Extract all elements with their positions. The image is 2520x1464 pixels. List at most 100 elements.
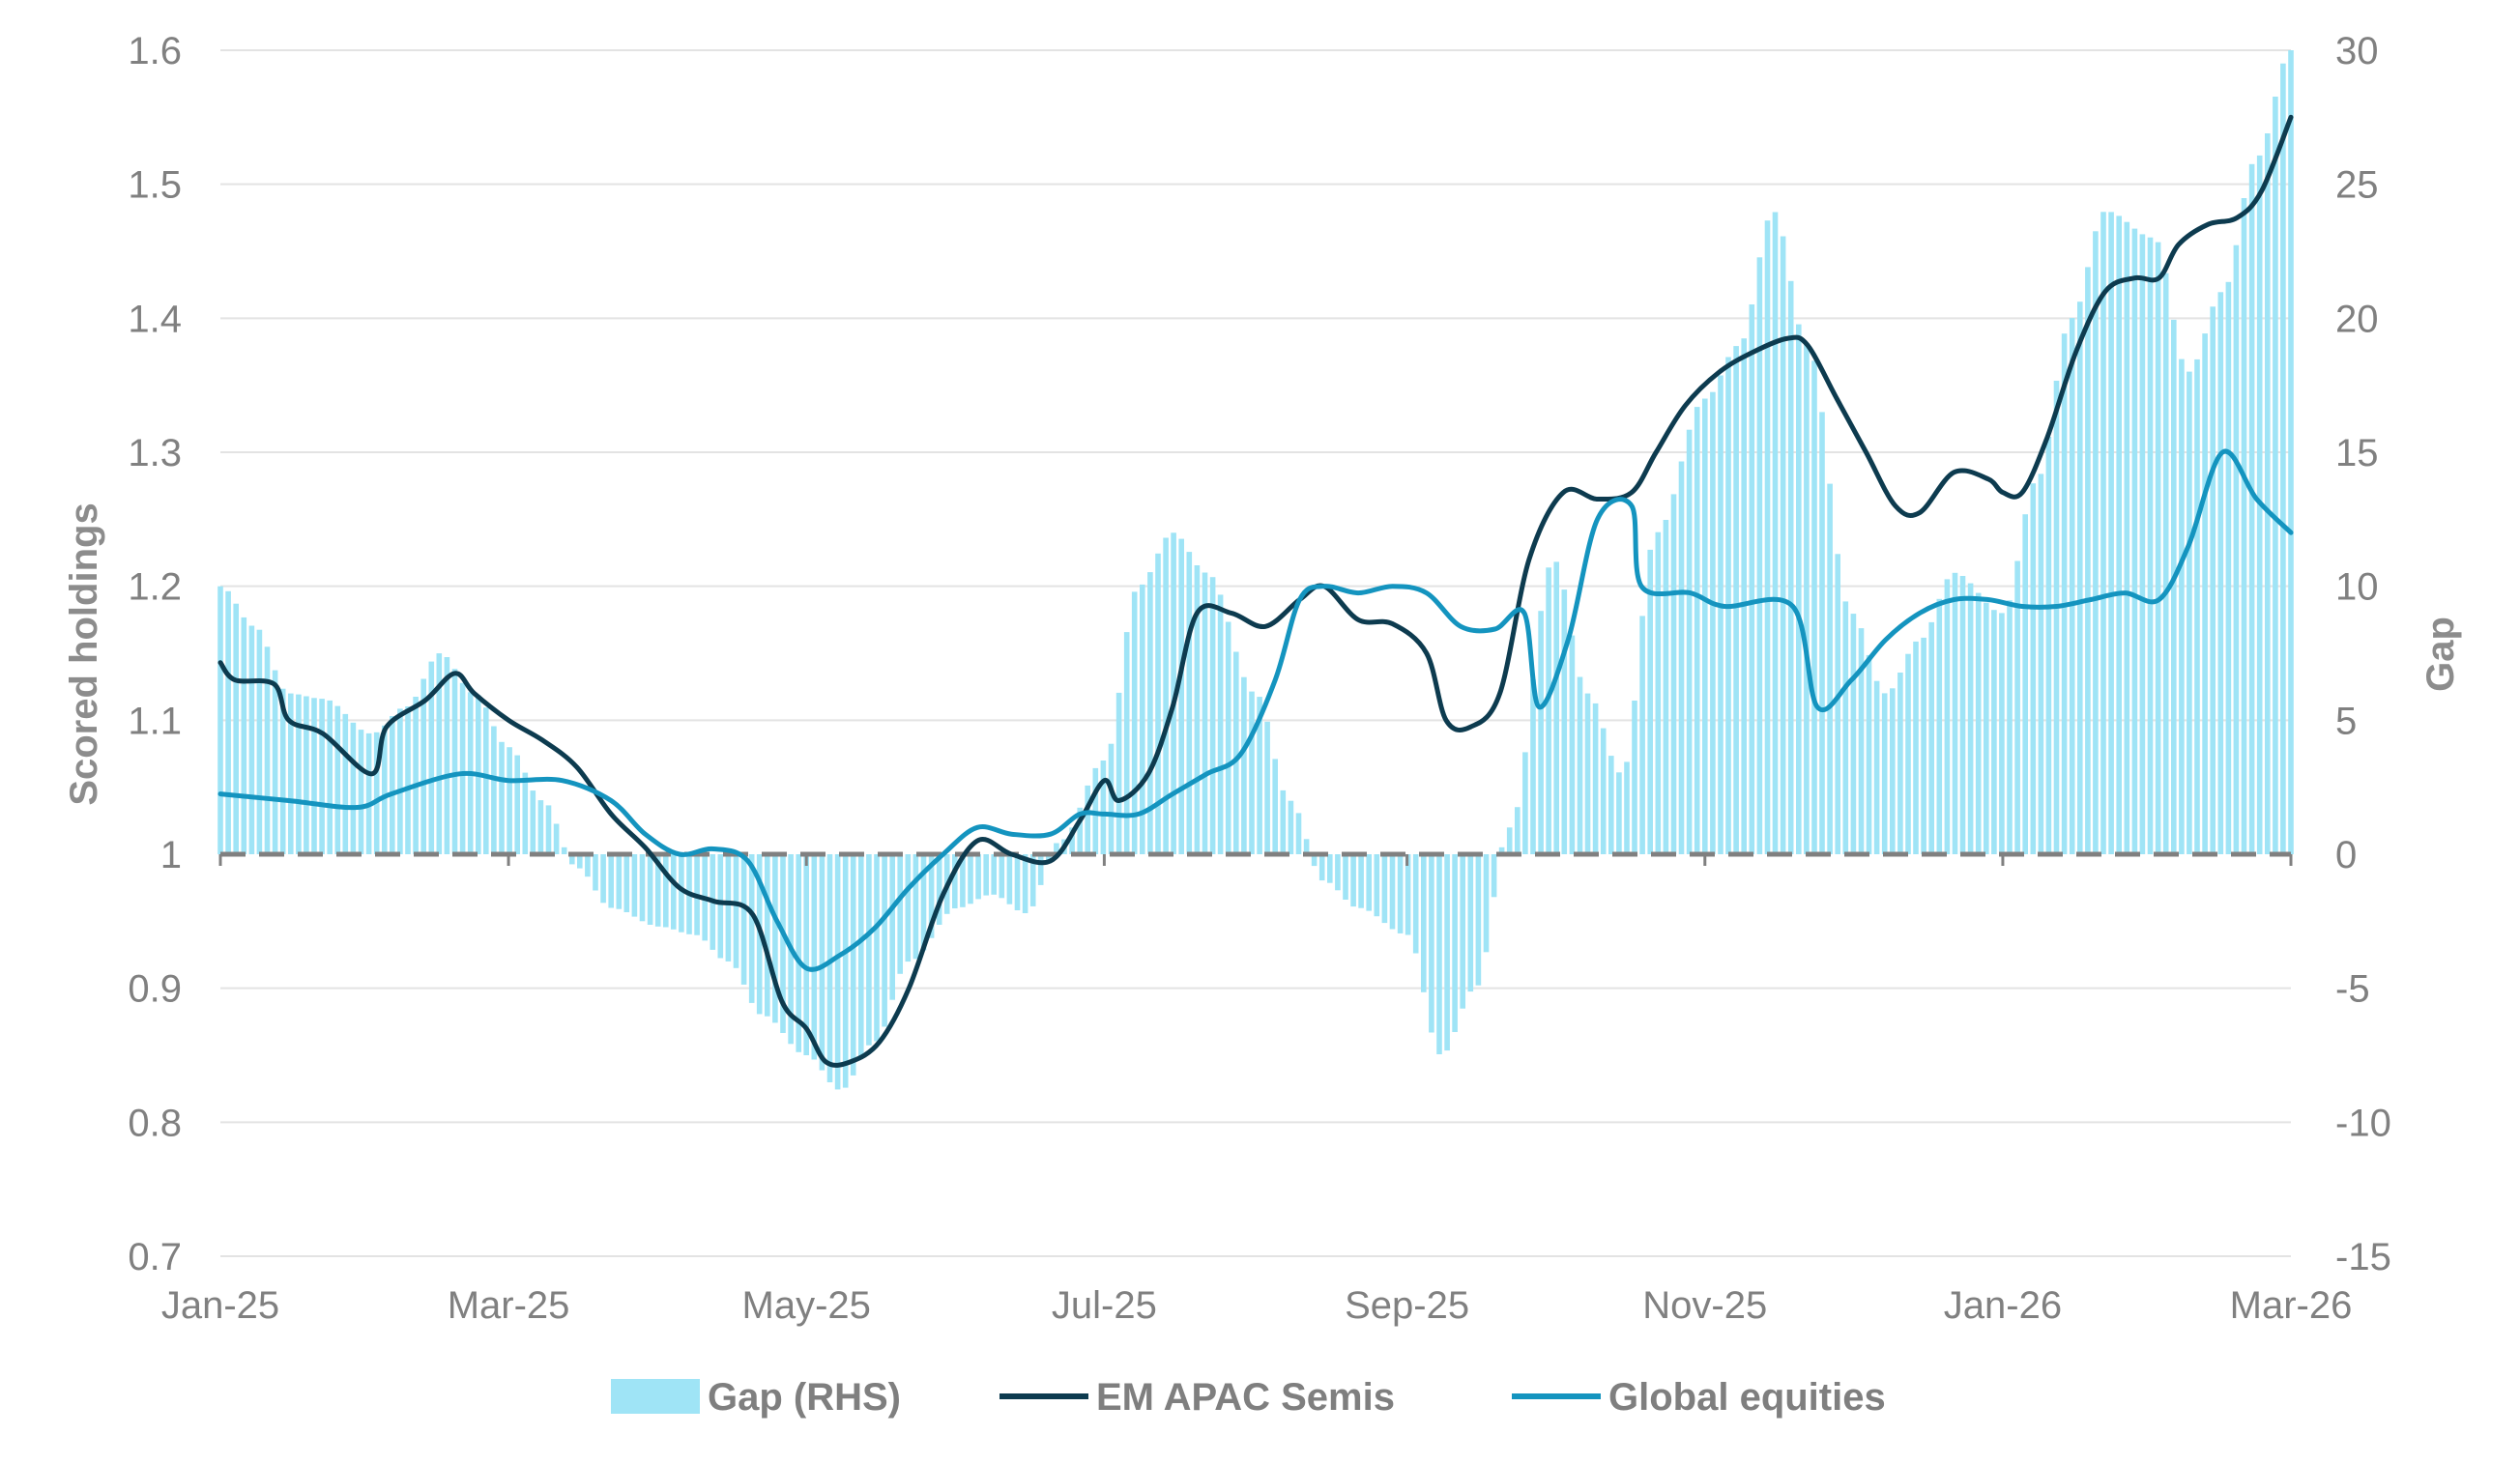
gap-bar [740,854,747,985]
gap-bar [1632,701,1637,854]
gap-bar [2139,234,2146,854]
gap-bar [373,732,380,854]
gap-bar [530,790,536,854]
right-tick-label: 15 [2335,432,2379,474]
gap-bar [451,669,458,854]
gap-bar [1054,843,1059,854]
gap-bar [1592,703,1599,854]
gap-bar [834,854,841,1090]
gap-bar [2265,133,2271,854]
gap-bar [350,722,357,854]
gap-bar [1327,854,1333,883]
gap-bar [1335,854,1341,891]
gap-bar [2217,292,2224,854]
gap-bar [577,854,583,869]
gap-bar [1257,697,1262,854]
gap-bar [1624,761,1630,854]
gap-bar [1999,613,2005,854]
gap-bar [1397,854,1404,933]
gap-bar [256,629,263,854]
gap-bar [1452,854,1458,1032]
x-tick-label: Jul-25 [1052,1284,1157,1327]
gap-bar [1029,854,1036,906]
x-tick-label: Jan-26 [1944,1284,2062,1327]
gap-bar [1311,854,1318,867]
gap-bar [608,854,614,908]
gap-bar [1608,756,1614,854]
gap-bar [975,854,981,900]
gap-bar [2053,381,2060,854]
gap-bar [1569,635,1576,854]
gap-bar [397,708,403,854]
gap-bar [1515,807,1521,854]
gap-bar [920,854,927,951]
gap-bar [952,854,958,908]
gap-bar [1037,854,1044,885]
gap-bar [1639,616,1645,854]
right-tick-label: 5 [2335,700,2357,742]
left-tick-label: 1 [160,834,182,876]
gap-bar [342,713,349,854]
gap-bar [1749,304,1755,854]
gap-bar [826,854,833,1082]
gap-bar [2288,50,2294,854]
gap-bar [1811,360,1817,854]
gap-bar [1921,637,1926,854]
gap-bar [1663,520,1669,854]
gridlines [220,49,2291,1257]
gap-bar [264,646,271,854]
gap-bar [1952,572,1958,854]
gap-bar [1702,398,1708,854]
gap-bar [1483,854,1490,953]
gap-bar [491,726,497,854]
gap-bar [405,706,411,854]
right-tick-label: -10 [2335,1102,2391,1144]
gap-bar [1866,654,1872,854]
gap-bar [1077,807,1083,854]
gap-bar [1764,220,1771,854]
gap-bar [1890,688,1896,854]
gap-bar [1967,583,1974,854]
right-axis-title: Gap [2419,617,2462,692]
gap-bar [2225,281,2232,854]
gap-bar [1412,854,1419,954]
gap-bar [1842,601,1849,854]
gap-bar [1374,854,1380,917]
gap-bar [1710,391,1716,854]
right-tick-label: 30 [2335,30,2379,72]
gap-bar [1264,721,1270,854]
gap-bar [1850,614,1857,854]
x-tick-label: Mar-26 [2230,1284,2353,1327]
right-tick-label: 20 [2335,298,2379,340]
gap-bar [1115,692,1122,854]
gap-bar [1718,375,1723,854]
gap-bar [874,854,880,1042]
gap-bar [1796,324,1802,855]
gap-bar [1647,549,1653,854]
gap-bar [663,854,669,928]
right-tick-label: -5 [2335,968,2370,1011]
left-tick-label: 1.1 [128,700,182,742]
gap-bar [2077,301,2083,854]
gap-bar [304,696,309,854]
gap-bar [1584,693,1591,854]
gap-bar [1155,553,1161,854]
gap-bar [1178,538,1184,854]
gap-bar [2171,319,2177,854]
gap-bar [1163,537,1169,854]
gap-bar [897,854,903,974]
gap-bar [1405,854,1411,935]
gap-bar [413,697,419,854]
gap-bar [1538,611,1544,854]
gap-bar [241,617,247,854]
gap-bar [428,661,435,854]
gap-bar [522,772,529,854]
gap-bar [2210,306,2216,854]
gap-bars [217,50,2294,1090]
gap-bar [279,688,286,854]
gap-bar [850,854,856,1076]
gap-bar [561,847,567,854]
gap-bar [623,854,630,912]
gap-bar [288,693,294,854]
gap-bar [1733,346,1739,855]
